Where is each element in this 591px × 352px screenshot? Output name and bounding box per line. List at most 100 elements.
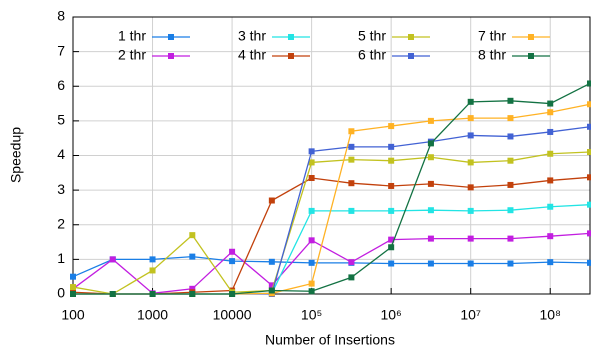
- legend-label: 5 thr: [358, 28, 386, 44]
- data-point: [348, 128, 355, 135]
- data-point: [507, 235, 514, 242]
- data-point: [348, 274, 355, 281]
- data-point: [547, 233, 554, 240]
- data-point: [189, 291, 196, 297]
- y-tick-label: 0: [57, 285, 65, 301]
- data-point: [587, 230, 591, 237]
- legend-marker: [528, 34, 534, 40]
- data-point: [189, 285, 196, 292]
- data-point: [268, 287, 275, 294]
- data-point: [427, 207, 434, 214]
- data-point: [229, 248, 236, 255]
- data-point: [268, 282, 275, 289]
- data-point: [229, 291, 236, 297]
- data-point: [308, 148, 315, 155]
- data-point: [70, 291, 76, 297]
- data-point: [467, 159, 474, 166]
- data-point: [547, 150, 554, 157]
- data-point: [467, 235, 474, 242]
- legend-marker: [168, 53, 174, 59]
- data-point: [388, 123, 395, 130]
- data-point: [587, 123, 591, 130]
- data-point: [348, 156, 355, 163]
- x-tick-label: 10⁷: [460, 307, 481, 323]
- data-point: [388, 143, 395, 150]
- data-point: [189, 253, 196, 260]
- data-point: [547, 109, 554, 116]
- data-point: [388, 236, 395, 243]
- data-point: [229, 258, 236, 265]
- data-point: [427, 260, 434, 267]
- data-point: [547, 203, 554, 210]
- data-point: [427, 117, 434, 124]
- series-line: [72, 151, 591, 295]
- data-point: [467, 132, 474, 139]
- y-tick-label: 3: [57, 181, 65, 197]
- x-tick-label: 10⁶: [380, 307, 401, 323]
- legend-label: 4 thr: [238, 47, 266, 63]
- y-tick-label: 2: [57, 215, 65, 231]
- data-point: [308, 207, 315, 214]
- data-point: [507, 181, 514, 188]
- legend-label: 2 thr: [118, 47, 146, 63]
- x-axis-label: Number of Insertions: [265, 332, 395, 348]
- data-point: [507, 157, 514, 164]
- data-point: [587, 201, 591, 208]
- series-line: [72, 255, 591, 278]
- data-point: [348, 259, 355, 266]
- legend-label: 6 thr: [358, 47, 386, 63]
- data-point: [427, 235, 434, 242]
- data-point: [109, 256, 116, 263]
- data-point: [308, 159, 315, 166]
- series-line: [73, 204, 591, 295]
- data-point: [547, 259, 554, 266]
- series-line: [72, 232, 591, 294]
- data-point: [507, 260, 514, 267]
- data-point: [547, 100, 554, 107]
- legend-label: 3 thr: [238, 28, 266, 44]
- data-point: [587, 101, 591, 108]
- x-tick-label: 10000: [213, 307, 252, 323]
- x-tick-label: 100: [61, 307, 85, 323]
- data-point: [507, 207, 514, 214]
- data-point: [189, 232, 196, 239]
- legend-marker: [168, 34, 174, 40]
- data-point: [467, 207, 474, 214]
- legend-label: 7 thr: [478, 28, 506, 44]
- data-point: [587, 80, 591, 87]
- x-tick-label: 10⁸: [539, 307, 561, 323]
- data-point: [308, 237, 315, 244]
- data-point: [70, 284, 76, 291]
- data-point: [427, 154, 434, 161]
- y-tick-label: 4: [57, 146, 65, 162]
- data-point: [467, 98, 474, 105]
- x-tick-label: 10⁵: [301, 307, 322, 323]
- series-line: [73, 82, 591, 295]
- data-point: [587, 259, 591, 266]
- data-point: [308, 175, 315, 182]
- data-point: [467, 184, 474, 191]
- data-point: [507, 97, 514, 104]
- data-point: [149, 256, 156, 263]
- legend-marker: [408, 34, 414, 40]
- data-point: [149, 291, 156, 297]
- data-point: [427, 180, 434, 187]
- data-point: [547, 177, 554, 184]
- legend-marker: [408, 53, 414, 59]
- legend-marker: [288, 34, 294, 40]
- x-tick-label: 1000: [137, 307, 168, 323]
- data-point: [308, 259, 315, 266]
- data-point: [70, 273, 76, 280]
- data-point: [587, 149, 591, 156]
- data-point: [467, 260, 474, 267]
- legend-marker: [528, 53, 534, 59]
- data-point: [467, 115, 474, 122]
- legend-label: 8 thr: [478, 47, 506, 63]
- data-point: [268, 258, 275, 265]
- data-point: [388, 182, 395, 189]
- data-point: [388, 157, 395, 164]
- data-point: [507, 133, 514, 140]
- y-tick-label: 7: [57, 42, 65, 58]
